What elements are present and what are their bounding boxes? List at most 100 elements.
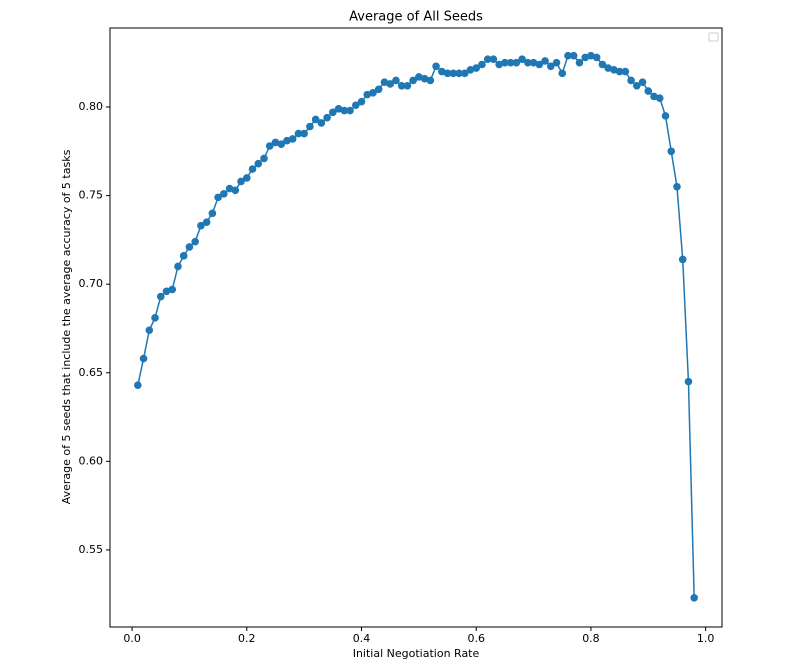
data-point	[667, 147, 676, 156]
data-point	[598, 60, 607, 69]
x-tick-label: 0.4	[353, 632, 371, 645]
data-point	[592, 53, 601, 62]
data-point	[564, 51, 572, 60]
data-point	[168, 285, 177, 294]
data-point	[495, 60, 503, 69]
data-point	[655, 94, 664, 102]
data-point	[237, 177, 245, 186]
series-line	[137, 54, 695, 598]
data-point	[581, 53, 590, 62]
data-point	[242, 174, 251, 182]
data-point	[409, 76, 417, 85]
x-tick-label: 0.2	[238, 632, 256, 645]
data-point	[134, 381, 142, 389]
data-point	[392, 76, 400, 85]
data-point	[403, 81, 412, 90]
plot-frame	[109, 27, 723, 628]
data-point	[380, 78, 389, 87]
data-point	[340, 106, 349, 115]
data-point	[300, 129, 308, 138]
data-point	[145, 326, 154, 335]
data-point	[202, 218, 211, 226]
data-point	[317, 119, 326, 127]
data-point	[397, 81, 406, 90]
data-point	[277, 140, 286, 149]
data-point	[265, 142, 274, 150]
data-point	[197, 221, 205, 230]
data-point	[283, 136, 291, 145]
data-point	[455, 69, 463, 78]
data-point	[179, 252, 188, 260]
data-point	[489, 55, 498, 63]
data-point	[535, 60, 544, 69]
data-point	[575, 58, 584, 67]
data-point	[610, 66, 618, 74]
data-point	[690, 593, 698, 602]
data-point	[231, 186, 240, 195]
data-point	[151, 314, 159, 322]
data-point	[506, 58, 515, 67]
chart-title: Average of All Seeds	[349, 10, 483, 25]
data-point	[248, 165, 257, 173]
data-point	[432, 62, 440, 71]
data-point	[524, 58, 532, 67]
data-point	[329, 108, 337, 117]
data-point	[678, 255, 687, 264]
data-point	[191, 237, 199, 246]
data-point	[478, 60, 486, 69]
data-point	[644, 87, 653, 95]
data-point	[174, 262, 182, 271]
data-point	[162, 287, 171, 296]
data-point	[306, 122, 314, 131]
data-point	[334, 104, 343, 113]
data-point	[357, 97, 366, 106]
data-point	[633, 81, 641, 90]
data-point	[225, 184, 234, 193]
data-point	[386, 80, 394, 88]
y-tick-label: 0.80	[79, 100, 104, 113]
data-point	[472, 64, 481, 72]
data-point	[220, 190, 228, 198]
data-point	[627, 76, 635, 85]
data-point	[512, 58, 521, 67]
data-point	[294, 129, 303, 138]
y-tick-label: 0.75	[79, 189, 104, 202]
data-point	[483, 55, 492, 63]
data-point	[449, 69, 458, 78]
data-point	[139, 354, 148, 363]
data-point	[552, 58, 561, 67]
data-point	[351, 101, 360, 110]
y-tick-label: 0.65	[79, 366, 104, 379]
data-point	[558, 69, 567, 78]
data-point	[288, 135, 297, 143]
data-point	[346, 106, 354, 115]
data-point	[185, 243, 194, 251]
data-point	[311, 115, 320, 124]
data-point	[254, 159, 263, 168]
data-point	[443, 69, 452, 78]
data-point	[541, 57, 549, 65]
data-point	[426, 76, 435, 85]
data-point	[438, 67, 446, 76]
data-point	[638, 78, 647, 87]
data-point	[271, 138, 280, 147]
x-tick-label: 0.0	[123, 632, 141, 645]
data-point	[673, 182, 681, 191]
data-point	[604, 64, 612, 72]
data-point	[369, 89, 377, 97]
data-point	[208, 209, 217, 218]
data-point	[529, 58, 538, 67]
data-point	[501, 58, 509, 67]
data-point	[466, 66, 475, 74]
x-tick-label: 1.0	[697, 632, 715, 645]
data-point	[518, 55, 526, 63]
data-point	[374, 85, 383, 94]
data-point	[615, 67, 624, 76]
x-tick-label: 0.6	[467, 632, 485, 645]
data-point	[650, 92, 658, 101]
y-axis-label: Average of 5 seeds that include the aver…	[60, 149, 73, 504]
x-axis-label: Initial Negotiation Rate	[353, 647, 480, 660]
data-point	[323, 113, 331, 122]
